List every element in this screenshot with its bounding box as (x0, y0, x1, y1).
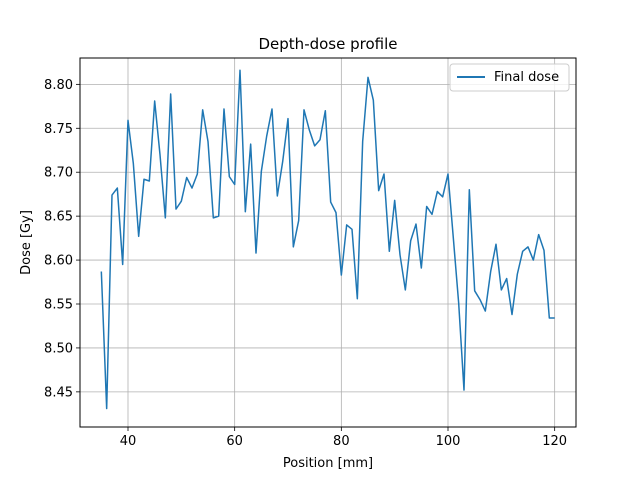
ticks: 40 60 80 100 120 8.45 8.50 8.55 8.60 8.65 8.70 8.75… (44, 78, 567, 449)
grid (80, 58, 576, 427)
y-tick-label: 8.80 (44, 78, 73, 93)
chart-title: Depth-dose profile (259, 35, 398, 53)
y-tick-label: 8.45 (44, 385, 73, 400)
series-layer (100, 69, 555, 410)
x-tick-label: 60 (226, 434, 243, 449)
y-tick-label: 8.65 (44, 210, 73, 225)
x-tick-label: 40 (120, 434, 137, 449)
y-tick-label: 8.60 (44, 254, 73, 269)
y-tick-label: 8.70 (44, 166, 73, 181)
x-axis-label: Position [mm] (283, 456, 373, 471)
x-tick-label: 100 (436, 434, 461, 449)
y-tick-label: 8.75 (44, 122, 73, 137)
legend: Final dose (449, 63, 570, 92)
series-line-final-dose (100, 69, 555, 410)
legend-label: Final dose (494, 70, 559, 85)
y-axis-label: Dose [Gy] (19, 210, 34, 275)
plot-frame (79, 57, 577, 428)
legend-box (449, 63, 570, 92)
y-tick-label: 8.55 (44, 298, 73, 313)
x-tick-label: 120 (542, 434, 567, 449)
x-tick-label: 80 (333, 434, 350, 449)
y-tick-label: 8.50 (44, 341, 73, 356)
